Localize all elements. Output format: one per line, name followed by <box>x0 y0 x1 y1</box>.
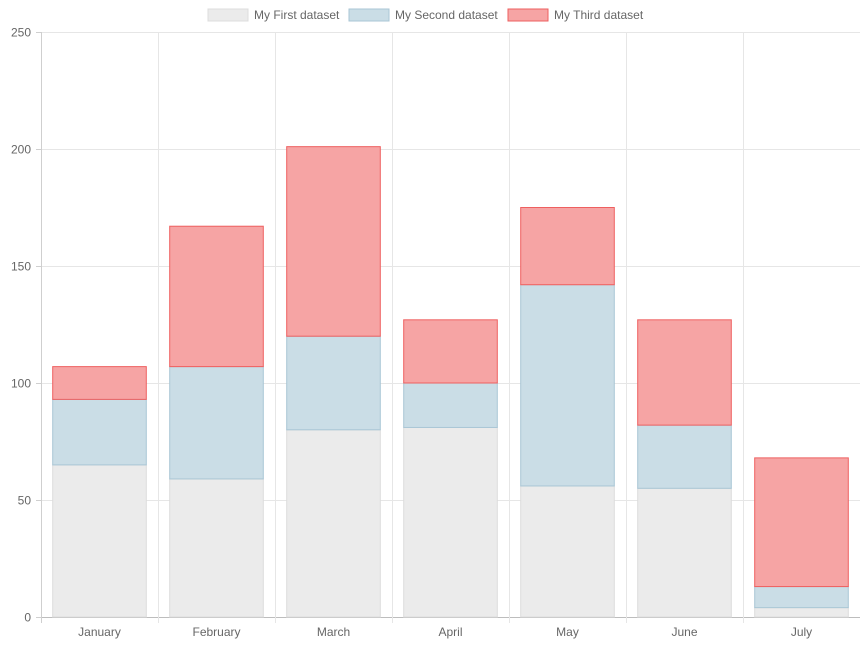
y-tick-label: 50 <box>18 494 32 508</box>
bar-segment-1-june[interactable] <box>637 487 732 618</box>
y-tick-label: 200 <box>11 143 31 157</box>
legend-label[interactable]: My Third dataset <box>554 8 644 22</box>
x-tick-label: May <box>556 625 579 639</box>
x-tick-label: January <box>78 625 121 639</box>
bar-segment-3-january[interactable] <box>52 366 147 400</box>
y-tick-label: 0 <box>24 611 31 625</box>
bar-segment-3-march[interactable] <box>286 146 381 337</box>
x-tick-label: April <box>438 625 462 639</box>
legend-label[interactable]: My Second dataset <box>395 8 498 22</box>
bar-segment-2-february[interactable] <box>169 366 264 480</box>
bar-segment-3-july[interactable] <box>754 457 849 588</box>
legend-swatch[interactable] <box>348 8 390 22</box>
bar-segment-1-january[interactable] <box>52 464 147 618</box>
y-tick-label: 250 <box>11 26 31 40</box>
bar-segment-2-march[interactable] <box>286 335 381 431</box>
bar-segment-3-february[interactable] <box>169 225 264 368</box>
bar-segment-1-july[interactable] <box>754 607 849 618</box>
y-tick-label: 100 <box>11 377 31 391</box>
bar-segment-1-february[interactable] <box>169 478 264 618</box>
bar-segment-1-april[interactable] <box>403 426 498 618</box>
bars <box>52 146 849 618</box>
bar-segment-1-may[interactable] <box>520 485 615 618</box>
x-tick-label: February <box>192 625 240 639</box>
x-tick-label: June <box>671 625 697 639</box>
bar-segment-2-may[interactable] <box>520 284 615 487</box>
bar-segment-2-july[interactable] <box>754 586 849 609</box>
y-tick-label: 150 <box>11 260 31 274</box>
bar-segment-2-june[interactable] <box>637 424 732 489</box>
legend: My First dataset My Second dataset My Thir… <box>207 8 644 22</box>
x-tick-label: March <box>317 625 350 639</box>
legend-swatch[interactable] <box>207 8 249 22</box>
bar-segment-3-may[interactable] <box>520 207 615 286</box>
x-tick-label: July <box>791 625 812 639</box>
bar-segment-1-march[interactable] <box>286 429 381 618</box>
axes: 0 50 100 150 200 250 January February March April… <box>11 26 812 640</box>
legend-label[interactable]: My First dataset <box>254 8 340 22</box>
bar-segment-3-june[interactable] <box>637 319 732 426</box>
legend-swatch[interactable] <box>507 8 549 22</box>
bar-segment-2-april[interactable] <box>403 382 498 428</box>
bar-segment-2-january[interactable] <box>52 398 147 466</box>
bar-segment-3-april[interactable] <box>403 319 498 384</box>
